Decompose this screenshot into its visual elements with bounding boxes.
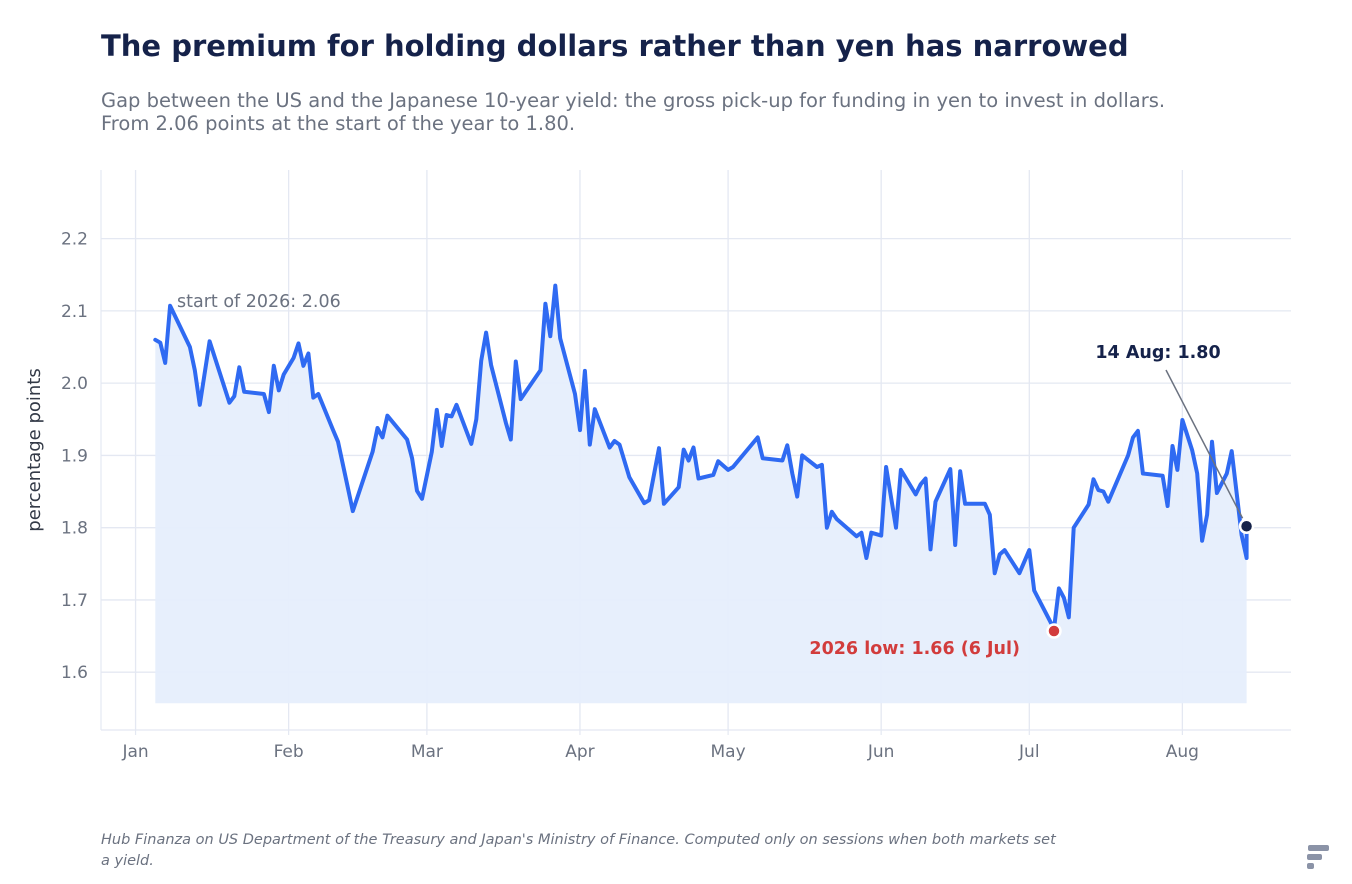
chart-subtitle: Gap between the US and the Japanese 10-y… [101, 89, 1166, 135]
series-area [155, 285, 1247, 704]
last-annotation-label: 14 Aug: 1.80 [1095, 343, 1220, 363]
y-tick-label: 1.7 [61, 591, 88, 611]
series [153, 283, 1249, 704]
x-tick-label: Feb [274, 742, 304, 762]
annotations: start of 2026: 2.06 2026 low: 1.66 (6 Jul… [177, 292, 1255, 659]
y-tick-label: 2.1 [61, 302, 88, 322]
y-axis-label: percentage points [24, 368, 45, 531]
y-tick-label: 1.8 [61, 519, 88, 539]
last-annotation-leader [1165, 369, 1244, 519]
brand-logo-icon [1307, 845, 1329, 869]
y-tick-label: 2.0 [61, 374, 88, 394]
start-annotation-label: start of 2026: 2.06 [177, 292, 341, 312]
y-tick-label: 1.9 [61, 446, 88, 466]
last-point-marker [1238, 518, 1255, 534]
x-tick-label: Mar [411, 742, 443, 762]
x-tick-label: May [711, 742, 746, 762]
x-tick-label: Aug [1166, 742, 1199, 762]
y-tick-label: 2.2 [61, 230, 88, 250]
x-tick-label: Jun [867, 742, 895, 762]
low-point-marker [1046, 623, 1062, 639]
x-tick-label: Jan [121, 742, 148, 762]
x-tick-label: Jul [1018, 742, 1040, 762]
chart-title: The premium for holding dollars rather t… [101, 29, 1129, 63]
source-note: Hub Finanza on US Department of the Trea… [101, 832, 1056, 869]
y-tick-label: 1.6 [61, 663, 88, 683]
series-line [153, 283, 1249, 631]
x-tick-label: Apr [565, 742, 594, 762]
low-annotation-label: 2026 low: 1.66 (6 Jul) [809, 639, 1020, 659]
axes: 1.6 1.7 1.8 1.9 2.0 2.1 2.2 Jan Feb Mar Apr May Jun J… [24, 170, 1291, 762]
